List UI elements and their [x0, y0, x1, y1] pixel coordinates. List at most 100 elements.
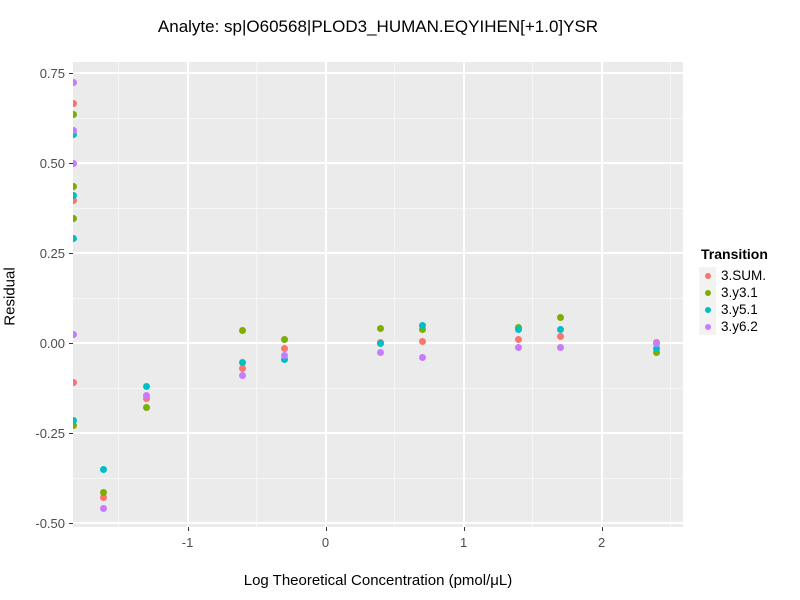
legend-item: 3.SUM. [699, 267, 768, 284]
data-point [653, 348, 661, 356]
y-tick-label: 0.25 [39, 246, 65, 262]
data-point [239, 371, 247, 379]
gridline-major-x [324, 62, 327, 527]
data-point [73, 422, 77, 430]
data-point [556, 326, 564, 334]
legend-swatch [704, 289, 711, 296]
gridline-major-x [600, 62, 603, 527]
gridline-minor-x [670, 62, 672, 527]
gridline-minor-x [532, 62, 534, 527]
gridline-major-x [462, 62, 465, 527]
gridline-major-y [73, 162, 683, 165]
data-point [73, 100, 77, 108]
gridline-major-y [73, 252, 683, 255]
chart-title: Analyte: sp|O60568|PLOD3_HUMAN.EQYIHEN[+… [157, 17, 599, 36]
data-point [280, 344, 288, 352]
legend-item: 3.y6.2 [699, 318, 768, 335]
data-point [73, 416, 77, 424]
data-point [73, 215, 77, 223]
legend-item-label: 3.y6.2 [721, 319, 758, 334]
data-point [515, 343, 523, 351]
x-tick-label: 0 [321, 535, 330, 550]
data-point [73, 379, 77, 387]
legend-item-label: 3.SUM. [721, 268, 767, 283]
legend-key [699, 318, 716, 335]
legend-key [699, 284, 716, 301]
data-point [73, 78, 77, 86]
gridline-minor-x [256, 62, 258, 527]
gridline-major-y [73, 522, 683, 525]
x-tick-label: -1 [181, 535, 194, 550]
gridline-minor-y [73, 387, 683, 389]
x-axis-title: Log Theoretical Concentration (pmol/μL) [243, 572, 513, 589]
legend-swatch [704, 306, 711, 313]
data-point [556, 314, 564, 322]
data-point [99, 465, 107, 473]
data-point [73, 111, 77, 119]
data-point [377, 339, 385, 347]
data-point [73, 183, 77, 191]
y-tick-label: 0.00 [39, 336, 65, 352]
y-tick-mark [69, 523, 73, 525]
data-point [73, 130, 77, 138]
data-point [99, 505, 107, 513]
gridline-major-x [186, 62, 189, 527]
data-point [377, 348, 385, 356]
y-tick-mark [69, 433, 73, 435]
data-point [418, 337, 426, 345]
data-point [73, 127, 77, 135]
legend-swatch [704, 323, 711, 330]
plot-panel [73, 62, 683, 527]
data-point [653, 339, 661, 347]
legend-items: 3.SUM. 3.y3.1 3.y5.1 3.y6.2 [699, 267, 768, 335]
y-tick-mark [69, 253, 73, 255]
y-tick-mark [69, 73, 73, 75]
y-tick-label: 0.75 [39, 66, 65, 82]
data-point [418, 353, 426, 361]
x-tick-label: 2 [597, 535, 606, 550]
y-tick-label: -0.50 [35, 516, 65, 532]
data-point [73, 235, 77, 243]
data-point [99, 488, 107, 496]
legend-item: 3.y5.1 [699, 301, 768, 318]
legend-item-label: 3.y5.1 [721, 302, 758, 317]
data-point [418, 321, 426, 329]
data-point [142, 395, 150, 403]
data-point [142, 404, 150, 412]
x-tick-mark [187, 527, 189, 531]
y-tick-label: -0.25 [35, 426, 65, 442]
data-point [142, 382, 150, 390]
x-tick-mark [601, 527, 603, 531]
x-tick-mark [463, 527, 465, 531]
data-point [280, 352, 288, 360]
gridline-minor-x [118, 62, 120, 527]
data-point [142, 391, 150, 399]
data-point [73, 197, 77, 205]
data-point [239, 364, 247, 372]
legend-item-label: 3.y3.1 [721, 285, 758, 300]
data-point [73, 330, 77, 338]
gridline-major-y [73, 432, 683, 435]
legend: Transition 3.SUM. 3.y3.1 3.y5.1 3.y6.2 [699, 246, 768, 335]
data-point [515, 335, 523, 343]
data-point [280, 335, 288, 343]
gridline-major-y [73, 72, 683, 75]
legend-key [699, 301, 716, 318]
data-point [653, 344, 661, 352]
y-tick-mark [69, 343, 73, 345]
data-point [515, 326, 523, 334]
legend-item: 3.y3.1 [699, 284, 768, 301]
data-point [418, 326, 426, 334]
y-axis-title: Residual [1, 267, 19, 326]
y-tick-mark [69, 163, 73, 165]
legend-key [699, 267, 716, 284]
gridline-minor-y [73, 207, 683, 209]
gridline-minor-y [73, 297, 683, 299]
data-point [556, 343, 564, 351]
data-point [73, 159, 77, 167]
data-point [377, 325, 385, 333]
data-point [556, 333, 564, 341]
x-tick-mark [325, 527, 327, 531]
gridline-minor-x [394, 62, 396, 527]
